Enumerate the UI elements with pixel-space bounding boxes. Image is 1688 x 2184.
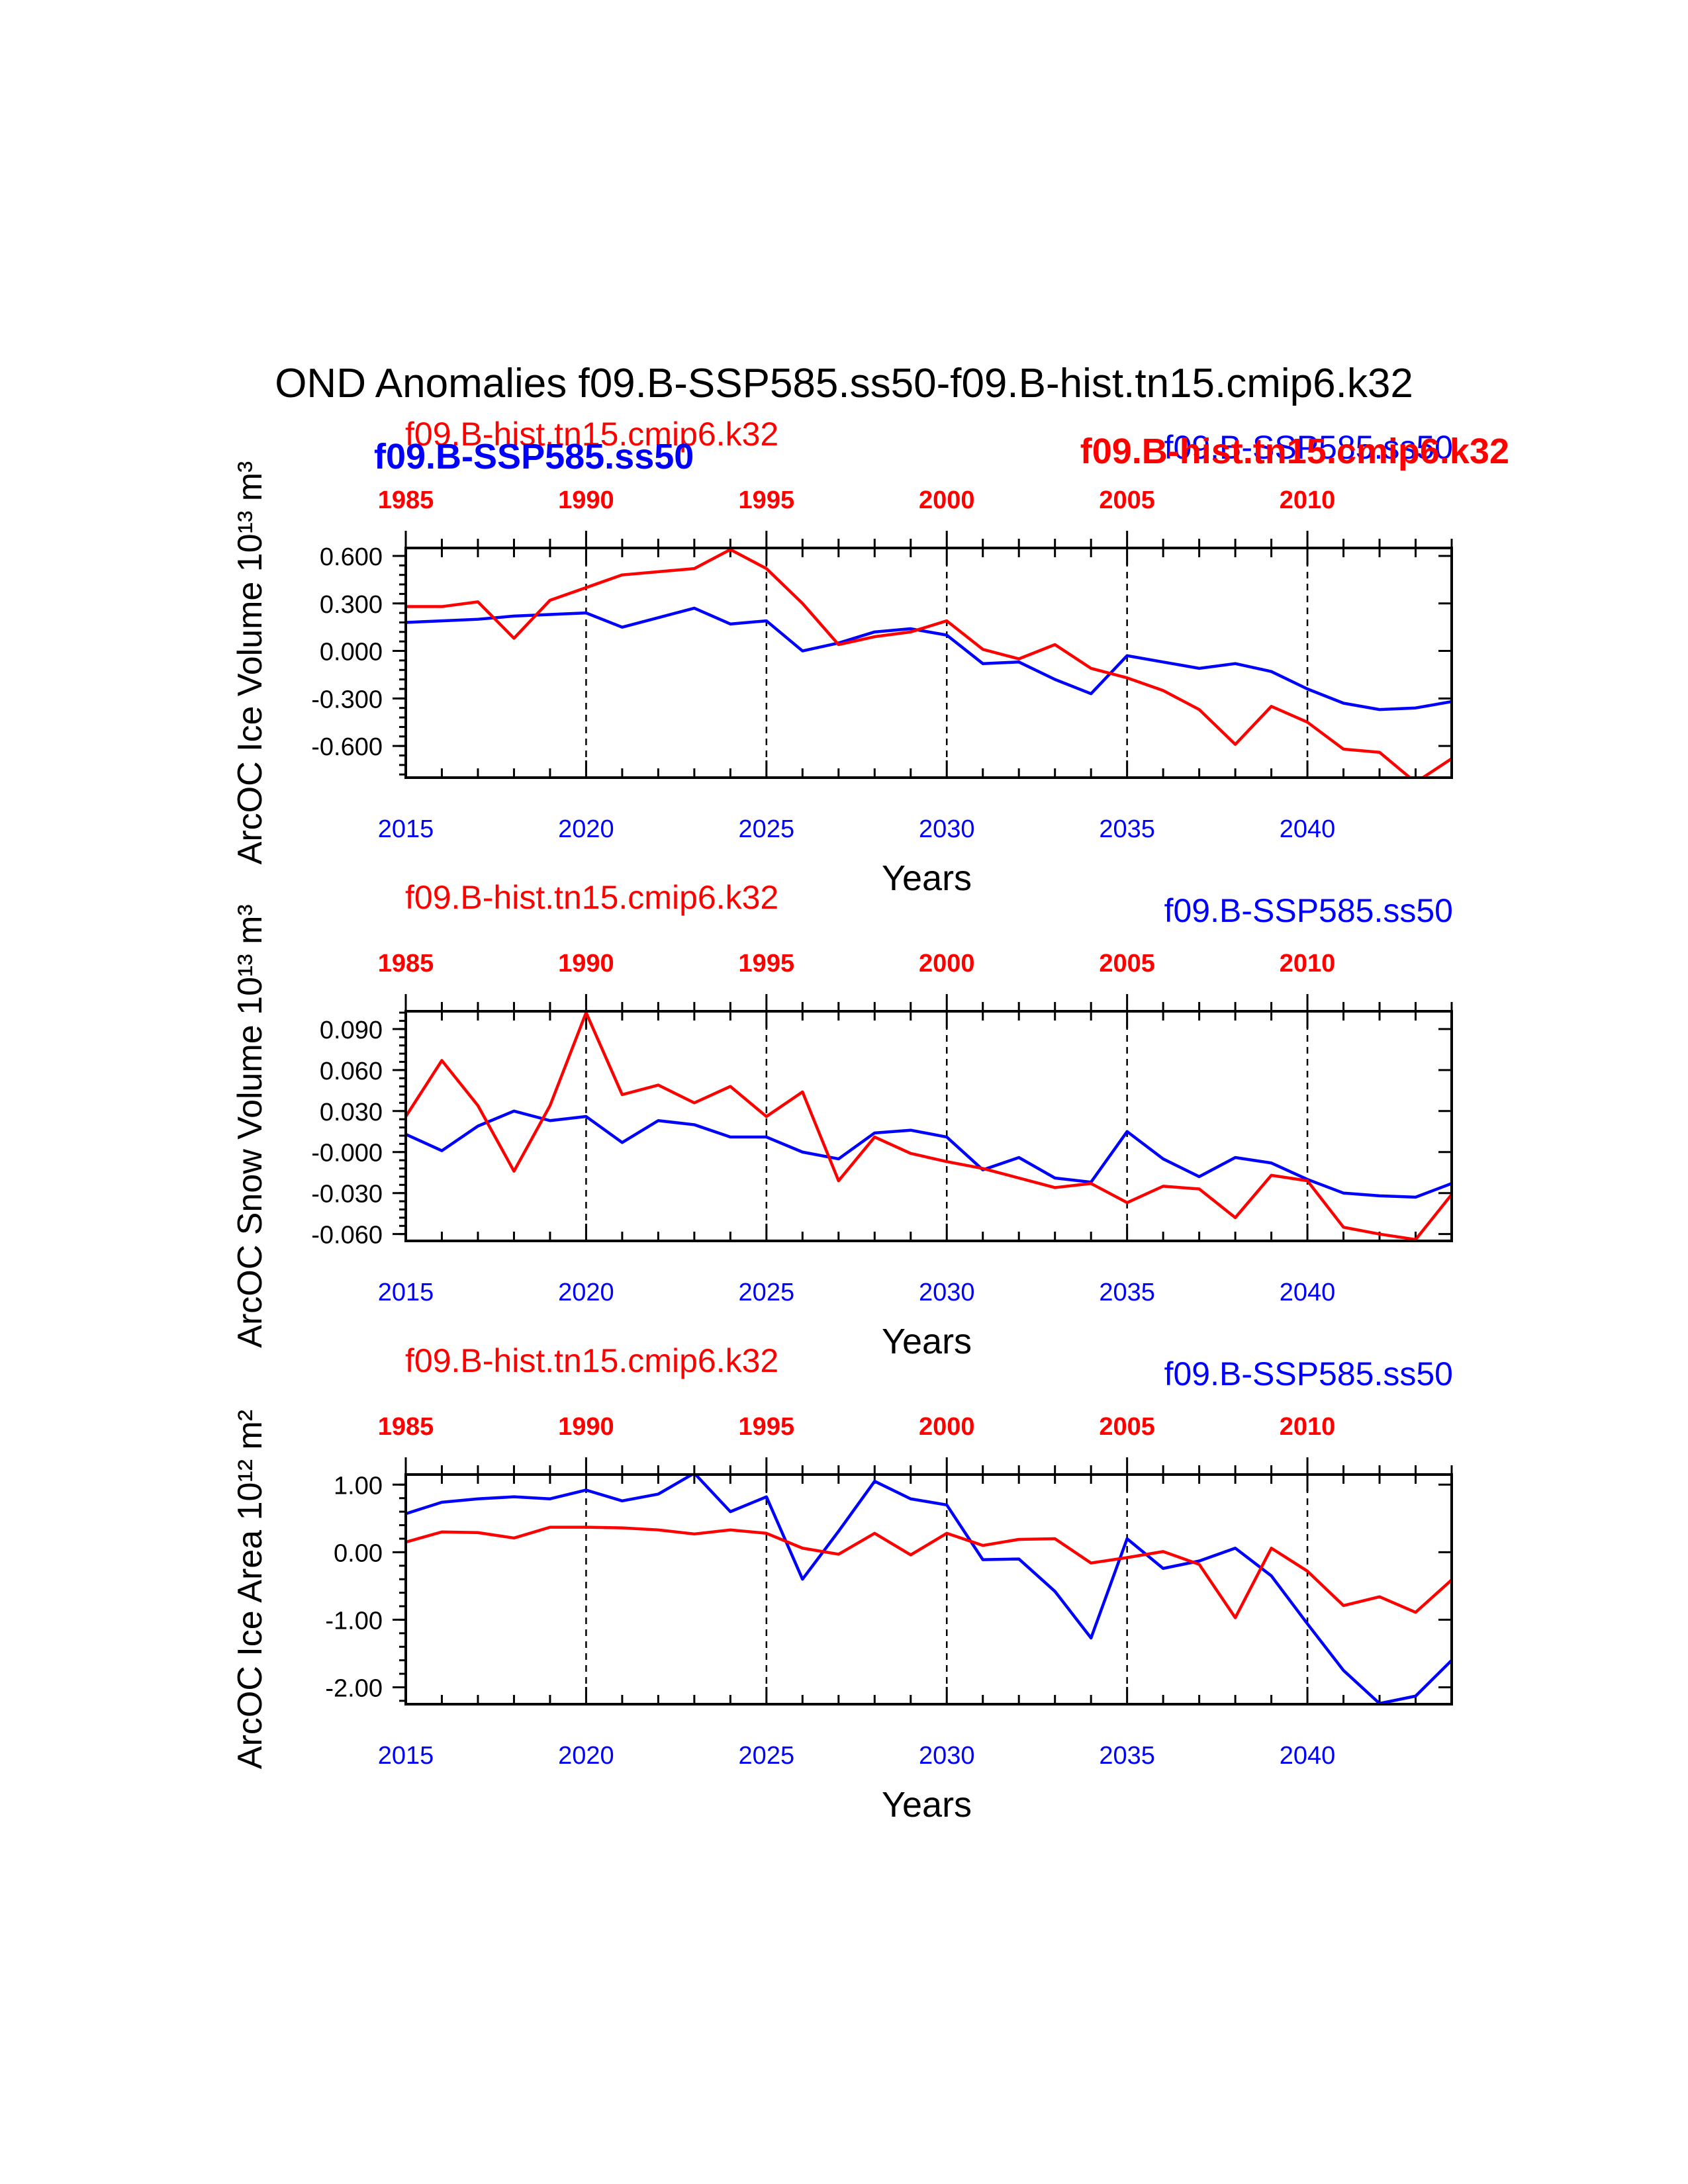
bottom-tick-label: 2020 xyxy=(558,1279,614,1306)
bottom-tick-label: 2015 xyxy=(378,815,434,843)
y-axis-label: ArcOC Snow Volume 10¹³ m³ xyxy=(231,904,269,1347)
top-tick-label: 2005 xyxy=(1099,1413,1155,1441)
top-tick-label: 2010 xyxy=(1280,950,1336,978)
top-tick-label: 1995 xyxy=(739,486,795,514)
series-label-ssp585: f09.B-SSP585.ss50 xyxy=(1164,1355,1453,1392)
series-label-hist: f09.B-hist.tn15.cmip6.k32 xyxy=(405,416,778,453)
bottom-tick-label: 2040 xyxy=(1280,815,1336,843)
top-tick-label: 2000 xyxy=(919,1413,975,1441)
overlap-label-ssp585: f09.B-SSP585.ss50 xyxy=(374,437,694,477)
bottom-tick-label: 2015 xyxy=(378,1279,434,1306)
bottom-tick-label: 2035 xyxy=(1099,815,1155,843)
top-tick-label: 1985 xyxy=(378,950,434,978)
y-axis-label: ArcOC Ice Area 10¹² m² xyxy=(231,1410,269,1769)
x-axis-label: Years xyxy=(882,858,972,898)
bottom-tick-label: 2025 xyxy=(739,1279,795,1306)
top-tick-label: 2000 xyxy=(919,486,975,514)
bottom-tick-label: 2030 xyxy=(919,815,975,843)
series-line-ssp585 xyxy=(406,1475,1452,1704)
y-axis-label: ArcOC Ice Volume 10¹³ m³ xyxy=(231,461,269,865)
series-line-hist xyxy=(406,548,1452,778)
top-tick-label: 2005 xyxy=(1099,950,1155,978)
figure-title: OND Anomalies f09.B-SSP585.ss50-f09.B-hi… xyxy=(275,361,1413,406)
bottom-tick-label: 2015 xyxy=(378,1742,434,1770)
y-tick-label: -0.000 xyxy=(311,1140,383,1167)
y-tick-label: -0.600 xyxy=(311,733,383,761)
bottom-tick-label: 2030 xyxy=(919,1742,975,1770)
plot-frame xyxy=(404,1473,1453,1706)
y-tick-label: -0.060 xyxy=(311,1222,383,1250)
x-axis-label: Years xyxy=(882,1322,972,1361)
panels: f09.B-hist.tn15.cmip6.k32 f09.B-SSP585.ss… xyxy=(231,416,1509,1825)
top-tick-label: 1990 xyxy=(558,950,614,978)
series-label-ssp585: f09.B-SSP585.ss50 xyxy=(1164,892,1453,929)
series-label-ssp585: f09.B-SSP585.ss50 xyxy=(1164,429,1453,466)
y-tick-label: -1.00 xyxy=(325,1607,383,1635)
series-label-hist: f09.B-hist.tn15.cmip6.k32 xyxy=(405,1342,778,1379)
bottom-tick-label: 2040 xyxy=(1280,1742,1336,1770)
y-tick-label: -0.300 xyxy=(311,686,383,713)
bottom-tick-label: 2040 xyxy=(1280,1279,1336,1306)
x-axis-label: Years xyxy=(882,1785,972,1825)
bottom-tick-label: 2020 xyxy=(558,1742,614,1770)
top-tick-label: 1995 xyxy=(739,950,795,978)
y-tick-label: 0.000 xyxy=(320,639,383,666)
bottom-tick-label: 2025 xyxy=(739,815,795,843)
overlap-label-hist: f09.B-hist.tn15.cmip6.k32 xyxy=(1080,432,1509,471)
y-tick-label: -2.00 xyxy=(325,1674,383,1702)
top-tick-label: 1985 xyxy=(378,1413,434,1441)
y-tick-label: 1.00 xyxy=(334,1472,383,1500)
y-tick-label: 0.600 xyxy=(320,543,383,571)
series-label-hist: f09.B-hist.tn15.cmip6.k32 xyxy=(405,879,778,916)
bottom-tick-label: 2035 xyxy=(1099,1279,1155,1306)
y-tick-label: 0.090 xyxy=(320,1017,383,1044)
panel-1: f09.B-hist.tn15.cmip6.k32 f09.B-SSP585.ss… xyxy=(231,416,1509,898)
y-tick-label: 0.300 xyxy=(320,591,383,619)
bottom-tick-label: 2030 xyxy=(919,1279,975,1306)
plot-frame xyxy=(404,1010,1453,1242)
top-tick-label: 2010 xyxy=(1280,1413,1336,1441)
top-tick-label: 1990 xyxy=(558,486,614,514)
bottom-tick-label: 2025 xyxy=(739,1742,795,1770)
top-tick-label: 2005 xyxy=(1099,486,1155,514)
series-line-hist xyxy=(406,1011,1452,1241)
plot-frame xyxy=(404,547,1453,779)
panel-2: f09.B-hist.tn15.cmip6.k32 f09.B-SSP585.ss… xyxy=(231,879,1453,1361)
top-tick-label: 2000 xyxy=(919,950,975,978)
series-line-hist xyxy=(406,1525,1452,1619)
bottom-tick-label: 2020 xyxy=(558,815,614,843)
top-tick-label: 1995 xyxy=(739,1413,795,1441)
top-tick-label: 1985 xyxy=(378,486,434,514)
y-tick-label: 0.060 xyxy=(320,1058,383,1085)
series-line-ssp585 xyxy=(406,606,1452,711)
top-tick-label: 1990 xyxy=(558,1413,614,1441)
bottom-tick-label: 2035 xyxy=(1099,1742,1155,1770)
panel-3: f09.B-hist.tn15.cmip6.k32 f09.B-SSP585.ss… xyxy=(231,1342,1453,1825)
series-line-ssp585 xyxy=(406,1109,1452,1199)
y-tick-label: 0.00 xyxy=(334,1539,383,1567)
y-tick-label: 0.030 xyxy=(320,1099,383,1126)
y-tick-label: -0.030 xyxy=(311,1181,383,1208)
top-tick-label: 2010 xyxy=(1280,486,1336,514)
